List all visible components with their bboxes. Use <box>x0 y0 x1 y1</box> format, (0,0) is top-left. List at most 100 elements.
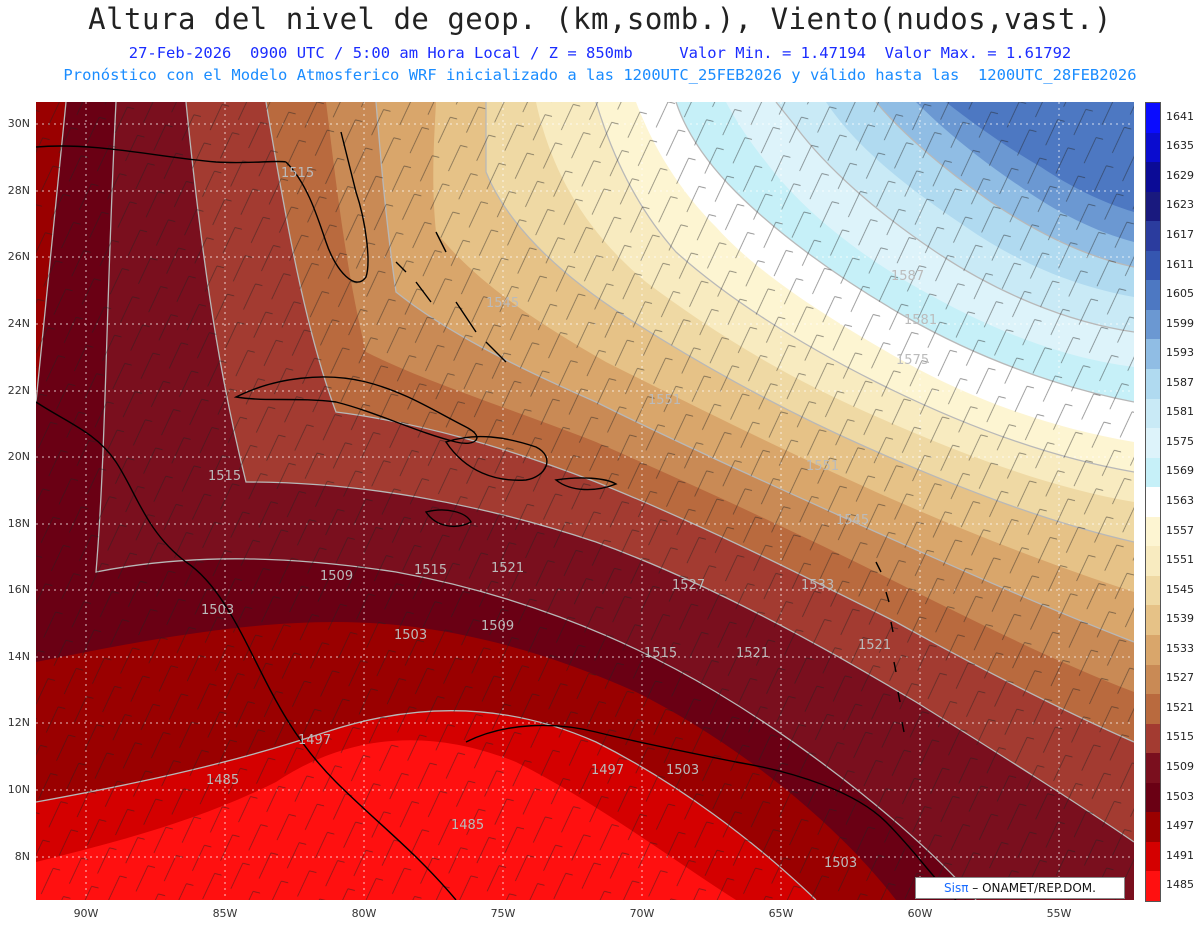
contour-label: 1497 <box>591 763 624 778</box>
colorbar-label: 1551 <box>1166 553 1194 567</box>
contour-label: 1497 <box>298 733 331 748</box>
contour-label: 1485 <box>206 773 239 788</box>
contour-label: 1521 <box>858 638 891 653</box>
colorbar-segment <box>1146 694 1160 725</box>
contour-label: 1587 <box>891 269 924 284</box>
colorbar-segment <box>1146 723 1160 754</box>
lat-label: 30N <box>7 117 30 130</box>
contour-label: 1503 <box>666 763 699 778</box>
colorbar-label: 1623 <box>1166 198 1194 212</box>
colorbar-label: 1509 <box>1166 760 1194 773</box>
contour-label: 1515 <box>644 646 677 661</box>
map-canvas: 1515 1545 1587 1581 1575 1551 1551 1545 … <box>36 102 1134 900</box>
lon-label: 90W <box>73 907 99 920</box>
contour-label: 1575 <box>896 353 929 368</box>
credit-text: – ONAMET/REP.DOM. <box>972 881 1096 895</box>
colorbar-segment <box>1146 753 1160 784</box>
colorbar-label: 1539 <box>1166 612 1194 626</box>
colorbar-label: 1563 <box>1166 494 1194 507</box>
colorbar-label: 1599 <box>1166 316 1194 330</box>
contour-label: 1551 <box>806 459 839 474</box>
colorbar-segment <box>1146 280 1160 311</box>
colorbar-segment <box>1146 546 1160 577</box>
colorbar-segment <box>1146 428 1160 459</box>
contour-label: 1545 <box>836 513 869 528</box>
colorbar-label: 1593 <box>1166 346 1194 360</box>
contour-label: 1581 <box>904 313 937 328</box>
colorbar-label: 1515 <box>1166 730 1194 744</box>
colorbar-segment <box>1146 605 1160 636</box>
contour-label: 1515 <box>208 469 241 484</box>
contour-label: 1545 <box>486 296 519 311</box>
coastlines <box>36 131 957 900</box>
colorbar-label: 1497 <box>1166 819 1194 833</box>
colorbar-segment <box>1146 635 1160 666</box>
contour-label: 1503 <box>824 856 857 871</box>
lat-label: 26N <box>7 250 30 263</box>
colorbar-segment <box>1146 575 1160 606</box>
colorbar-label: 1545 <box>1166 582 1194 596</box>
colorbar-segment <box>1146 487 1160 518</box>
colorbar-segment <box>1146 191 1160 222</box>
lon-label: 80W <box>351 907 377 920</box>
colorbar-label: 1485 <box>1166 878 1194 892</box>
colorbar-label: 1503 <box>1166 789 1194 803</box>
colorbar-label: 1557 <box>1166 523 1194 537</box>
lat-label: 22N <box>7 384 30 397</box>
colorbar-segment <box>1146 369 1160 400</box>
lat-label: 24N <box>7 317 30 330</box>
wind-barbs <box>36 102 1134 900</box>
model-run-subtitle: Pronóstico con el Modelo Atmosferico WRF… <box>63 66 1137 84</box>
contour-label: 1515 <box>281 166 314 181</box>
valid-time-subtitle: 27-Feb-2026 0900 UTC / 5:00 am Hora Loca… <box>128 44 1072 62</box>
colorbar-segment <box>1146 812 1160 843</box>
colorbar-label: 1569 <box>1166 464 1194 478</box>
lon-label: 65W <box>768 907 794 920</box>
contour-label: 1509 <box>481 619 514 634</box>
colorbar-label: 1635 <box>1166 139 1194 153</box>
contour-label: 1527 <box>672 578 705 593</box>
lat-label: 8N <box>14 850 30 863</box>
forecast-map[interactable]: 1515 1545 1587 1581 1575 1551 1551 1545 … <box>36 102 1134 900</box>
lat-label: 14N <box>7 650 30 663</box>
lat-label: 12N <box>7 716 30 729</box>
colorbar-label: 1629 <box>1166 168 1194 182</box>
colorbar-label: 1611 <box>1166 257 1194 271</box>
colorbar-segment <box>1146 221 1160 252</box>
lon-label: 85W <box>212 907 238 920</box>
contour-label: 1503 <box>201 603 234 618</box>
colorbar-label: 1605 <box>1166 287 1194 301</box>
contour-label: 1521 <box>491 561 524 576</box>
contour-label: 1485 <box>451 818 484 833</box>
colorbar-segment <box>1146 398 1160 429</box>
colorbar-label: 1527 <box>1166 671 1194 685</box>
lon-label: 55W <box>1046 907 1072 920</box>
colorbar-label: 1521 <box>1166 700 1194 714</box>
contour-label: 1515 <box>414 563 447 578</box>
colorbar-segment <box>1146 782 1160 813</box>
colorbar-segment <box>1146 516 1160 547</box>
colorbar-label: 1491 <box>1166 848 1194 862</box>
lat-label: 20N <box>7 450 30 463</box>
colorbar-segment <box>1146 103 1160 134</box>
colorbar-label: 1587 <box>1166 375 1194 389</box>
credit-badge: Sisπ – ONAMET/REP.DOM. <box>915 877 1125 899</box>
lat-label: 28N <box>7 184 30 197</box>
colorbar-label: 1575 <box>1166 434 1194 448</box>
colorbar-segment <box>1146 457 1160 488</box>
map-title: Altura del nivel de geop. (km,somb.), Vi… <box>88 2 1112 36</box>
brand-logo-text: Sisπ <box>944 881 969 895</box>
lon-label: 70W <box>629 907 655 920</box>
colorbar-segment <box>1146 250 1160 281</box>
colorbar-segment <box>1146 871 1160 902</box>
contour-label: 1551 <box>648 393 681 408</box>
lon-label: 75W <box>490 907 516 920</box>
colorbar <box>1145 102 1161 902</box>
colorbar-segment <box>1146 339 1160 370</box>
contour-labels: 1515 1545 1587 1581 1575 1551 1551 1545 … <box>201 166 937 871</box>
colorbar-label: 1641 <box>1166 109 1194 123</box>
contour-label: 1509 <box>320 569 353 584</box>
lat-label: 10N <box>7 783 30 796</box>
colorbar-segment <box>1146 664 1160 695</box>
contour-label: 1533 <box>801 578 834 593</box>
